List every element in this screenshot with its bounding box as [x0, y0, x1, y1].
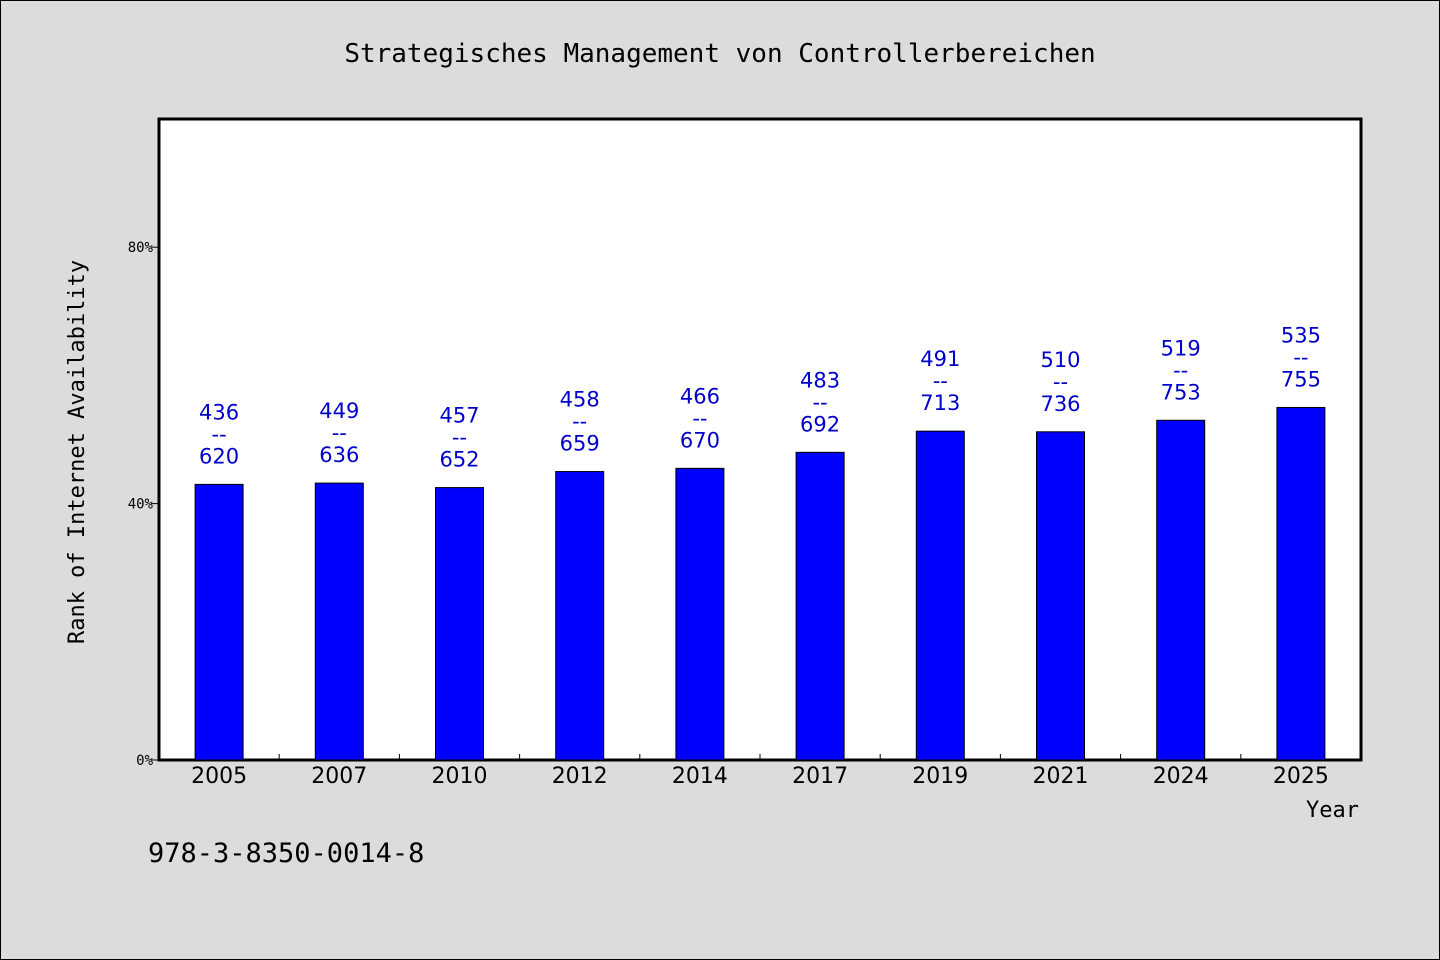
x-tick-label-2024: 2024 [1153, 764, 1209, 789]
data-label-2007-line2: -- [332, 421, 347, 445]
x-tick-label-2019: 2019 [912, 764, 968, 789]
data-label-2005-line1: 436 [199, 400, 239, 424]
data-label-2024-line3: 753 [1161, 380, 1201, 404]
bar-2017 [795, 451, 845, 761]
x-axis: 2005 2007 2010 2012 2014 2017 2019 2021 2024 2025 [191, 754, 1329, 789]
bar-2021 [1036, 431, 1085, 761]
data-label-2005-line2: -- [212, 422, 227, 446]
bar-2024 [1156, 419, 1206, 761]
x-tick-label-2010: 2010 [432, 764, 488, 789]
chart-title: Strategisches Management von Controllerb… [344, 39, 1095, 69]
data-label-2014-line2: -- [692, 406, 707, 430]
data-label-2025-line1: 535 [1281, 323, 1321, 347]
data-labels-group: 436--620449--636457--652458--659466--670… [199, 323, 1321, 471]
y-axis-label: Rank of Internet Availability [65, 260, 90, 644]
data-label-2010-line2: -- [452, 426, 467, 450]
data-label-2012-line2: -- [572, 410, 587, 434]
data-label-2012-line3: 659 [560, 432, 600, 456]
x-tick-label-2007: 2007 [311, 764, 367, 789]
data-label-2021-line3: 736 [1040, 392, 1080, 416]
y-tick-label: 40% [128, 497, 154, 513]
data-label-2019-line3: 713 [920, 391, 960, 415]
x-tick-label-2012: 2012 [552, 764, 608, 789]
bar-2019 [915, 430, 965, 761]
data-label-2024-line2: -- [1173, 358, 1188, 382]
data-label-2014-line3: 670 [680, 428, 720, 452]
x-axis-label: Year [1306, 798, 1359, 823]
x-tick-label-2005: 2005 [191, 764, 247, 789]
data-label-2017-line1: 483 [800, 368, 840, 392]
y-tick-label: 0% [136, 753, 153, 769]
data-label-2021-line2: -- [1053, 370, 1068, 394]
y-tick-label: 80% [128, 240, 154, 256]
bars-group [194, 406, 1326, 761]
data-label-2024-line1: 519 [1161, 336, 1201, 360]
bar-2025 [1276, 406, 1326, 761]
data-label-2010-line1: 457 [439, 404, 479, 428]
isbn-footer: 978-3-8350-0014-8 [148, 838, 424, 869]
data-label-2012-line1: 458 [560, 388, 600, 412]
bar-2014 [675, 467, 725, 761]
data-label-2007-line1: 449 [319, 399, 359, 423]
data-label-2025-line2: -- [1293, 345, 1308, 369]
y-axis: 0% 40% 80% [128, 240, 159, 769]
data-label-2005-line3: 620 [199, 444, 239, 468]
bar-2012 [555, 471, 605, 761]
data-label-2017-line3: 692 [800, 412, 840, 436]
x-tick-label-2025: 2025 [1273, 764, 1329, 789]
data-label-2021-line1: 510 [1040, 348, 1080, 372]
bar-2007 [314, 482, 364, 761]
data-label-2007-line3: 636 [319, 443, 359, 467]
data-label-2017-line2: -- [813, 390, 828, 414]
data-label-2010-line3: 652 [439, 448, 479, 472]
data-label-2014-line1: 466 [680, 384, 720, 408]
data-label-2025-line3: 755 [1281, 367, 1321, 391]
bar-2010 [435, 487, 484, 761]
x-tick-label-2021: 2021 [1033, 764, 1089, 789]
x-tick-label-2017: 2017 [792, 764, 848, 789]
x-tick-label-2014: 2014 [672, 764, 728, 789]
bar-2005 [194, 483, 244, 761]
data-label-2019-line1: 491 [920, 347, 960, 371]
data-label-2019-line2: -- [933, 369, 948, 393]
